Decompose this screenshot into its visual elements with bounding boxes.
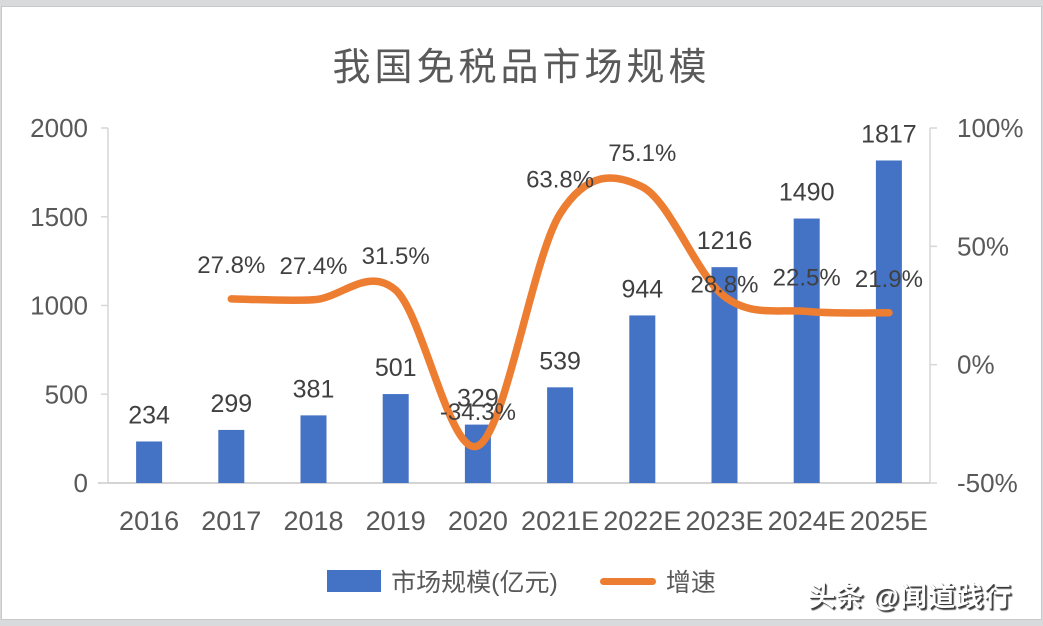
x-axis-label-2017: 2017 <box>201 506 261 536</box>
x-axis-label-2018: 2018 <box>283 506 343 536</box>
left-axis-tick-label: 2000 <box>30 113 88 143</box>
x-axis-label-2022E: 2022E <box>603 506 681 536</box>
toutiao-watermark: 头条 @闻道践行 <box>808 582 1012 612</box>
bar-value-label-2017: 299 <box>210 390 252 418</box>
bar-2022E <box>629 315 656 483</box>
chart-legend: 市场规模(亿元) 增速 <box>0 563 1043 599</box>
x-axis-label-2024E: 2024E <box>768 506 846 536</box>
growth-label-2025E: 21.9% <box>855 266 923 293</box>
bar-value-label-2023E: 1216 <box>697 227 753 255</box>
chart-title: 我国免税品市场规模 <box>332 47 711 89</box>
growth-label-2017: 27.8% <box>197 252 265 279</box>
x-axis-label-2021E: 2021E <box>521 506 599 536</box>
left-axis-tick-label: 1000 <box>30 291 88 321</box>
growth-label-2022E: 75.1% <box>608 140 676 167</box>
growth-label-2024E: 22.5% <box>773 264 841 291</box>
bar-2024E <box>793 218 820 483</box>
bar-value-label-2019: 501 <box>375 354 417 382</box>
left-axis-tick-label: 1500 <box>30 202 88 232</box>
growth-rate-line <box>227 174 893 451</box>
bar-value-label-2016: 234 <box>128 401 170 429</box>
growth-label-2023E: 28.8% <box>690 272 758 299</box>
left-axis-tick-label: 0 <box>74 468 88 498</box>
left-axis-tick-label: 500 <box>45 379 88 409</box>
legend-item-market-size: 市场规模(亿元) <box>327 563 558 599</box>
growth-label-2018: 27.4% <box>279 253 347 280</box>
legend-label-growth: 增速 <box>665 569 716 597</box>
right-axis-tick-label: 50% <box>957 231 1009 261</box>
growth-label-2020: -34.3% <box>440 399 516 426</box>
bar-2016 <box>136 441 163 483</box>
bar-series-swatch-icon <box>327 570 382 592</box>
x-axis-label-2025E: 2025E <box>850 506 928 536</box>
growth-label-2019: 31.5% <box>362 243 430 270</box>
right-axis-tick-label: 0% <box>957 350 995 380</box>
x-axis-label-2020: 2020 <box>448 506 508 536</box>
bar-value-label-2018: 381 <box>293 375 335 403</box>
line-series-swatch-icon <box>599 577 656 585</box>
growth-label-2021E: 63.8% <box>526 167 594 194</box>
x-axis-label-2016: 2016 <box>119 506 179 536</box>
bar-value-label-2025E: 1817 <box>861 120 917 148</box>
bar-2018 <box>300 415 327 483</box>
bar-2025E <box>875 160 902 484</box>
bar-2021E <box>547 387 574 483</box>
bar-value-label-2021E: 539 <box>539 347 581 375</box>
legend-label-market-size: 市场规模(亿元) <box>391 569 558 597</box>
legend-item-growth: 增速 <box>599 563 716 599</box>
bar-value-label-2022E: 944 <box>621 275 663 303</box>
bar-value-label-2024E: 1490 <box>779 179 835 207</box>
x-axis-label-2019: 2019 <box>366 506 426 536</box>
bar-value-label-2020: 329 <box>457 385 499 413</box>
bar-2017 <box>218 429 245 483</box>
right-axis-tick-label: 100% <box>957 113 1024 143</box>
bar-2019 <box>382 394 409 483</box>
right-axis-tick-label: -50% <box>957 468 1018 498</box>
x-axis-label-2023E: 2023E <box>685 506 763 536</box>
